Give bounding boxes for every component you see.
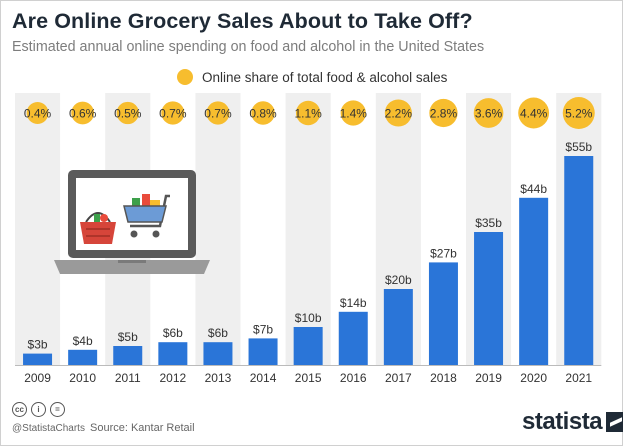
license-icons: cc i = [12, 402, 65, 417]
bar-value-label: $20b [385, 273, 412, 287]
bar-value-label: $10b [295, 311, 322, 325]
share-bubbles: 0.4% 0.6% 0.5% 0.7% 0.7% 0.8% 1.1% 1.4% 2.2% 2.8%… [24, 97, 595, 129]
share-label: 1.1% [294, 107, 322, 121]
share-label: 1.4% [340, 107, 368, 121]
share-label: 0.5% [114, 107, 142, 121]
statista-logo: statista [522, 408, 623, 436]
bar [113, 346, 143, 365]
x-axis-labels: 2009 2010 2011 2012 2013 2014 2015 2016 2017 2018… [15, 365, 602, 385]
bar-value-label: $6b [208, 326, 228, 340]
share-bubble [429, 98, 458, 128]
x-axis-label: 2019 [475, 371, 502, 385]
x-axis-label: 2016 [340, 371, 367, 385]
x-axis-label: 2009 [24, 371, 51, 385]
x-axis-label: 2021 [565, 371, 592, 385]
basket-icon [80, 212, 116, 244]
laptop-notch [118, 260, 146, 263]
share-bubble [473, 98, 504, 128]
x-axis-label: 2013 [205, 371, 232, 385]
chart-title: Are Online Grocery Sales About to Take O… [12, 9, 473, 33]
x-axis-label: 2010 [69, 371, 96, 385]
share-bubble [71, 101, 95, 125]
bar-value-label: $44b [520, 182, 547, 196]
share-bubble [206, 101, 230, 125]
x-axis-label: 2011 [115, 371, 141, 385]
share-label: 2.2% [385, 107, 413, 121]
share-bubble [562, 97, 595, 129]
share-label: 0.6% [69, 107, 97, 121]
share-bubble [26, 102, 49, 124]
bar-value-label: $35b [475, 216, 502, 230]
share-bubble [161, 101, 185, 125]
nd-icon: = [50, 402, 65, 417]
share-bubble [295, 100, 321, 126]
column-stripe [15, 93, 61, 366]
legend-label: Online share of total food & alcohol sal… [202, 69, 448, 85]
laptop-base [54, 260, 210, 274]
bar-value-label: $27b [430, 246, 457, 260]
logo-mark-icon [606, 412, 623, 432]
laptop-illustration [54, 170, 210, 274]
bar-value-label: $7b [253, 322, 273, 336]
bar [519, 197, 549, 365]
bar-value-label: $5b [118, 330, 138, 344]
share-label: 4.4% [520, 107, 548, 121]
bar [383, 289, 413, 365]
share-label: 0.8% [249, 107, 277, 121]
value-labels: $3b $4b $5b $6b $6b $7b $10b $14b $20b $27b $35b $4… [28, 140, 593, 352]
bar-value-label: $3b [28, 338, 48, 352]
share-label: 0.7% [159, 107, 187, 121]
chart-subtitle: Estimated annual online spending on food… [12, 39, 485, 55]
bar [248, 338, 278, 365]
share-bubble [518, 97, 550, 129]
share-label: 2.8% [430, 107, 458, 121]
legend-bubble-icon [177, 69, 193, 85]
share-bubble [340, 100, 366, 126]
shopping-cart-icon [123, 194, 170, 238]
share-label: 5.2% [565, 107, 593, 121]
x-axis-label: 2017 [385, 371, 412, 385]
bar [68, 349, 98, 365]
cc-icon: cc [12, 402, 27, 417]
legend: Online share of total food & alcohol sal… [177, 66, 447, 88]
column-stripe [285, 93, 331, 366]
bar [428, 262, 458, 365]
bar [293, 327, 323, 365]
x-axis-label: 2014 [250, 371, 277, 385]
share-bubble [384, 99, 412, 127]
bars [23, 156, 594, 365]
share-bubble [251, 101, 275, 125]
x-axis-label: 2020 [520, 371, 547, 385]
bar [203, 342, 233, 365]
bar [474, 232, 504, 365]
bar-value-label: $55b [565, 140, 592, 154]
bar [23, 353, 53, 365]
bar-value-label: $6b [163, 326, 183, 340]
x-axis-label: 2015 [295, 371, 322, 385]
x-axis-label: 2012 [159, 371, 186, 385]
bar [338, 311, 368, 365]
share-label: 0.4% [24, 107, 52, 121]
bar [158, 342, 188, 365]
logo-text: statista [522, 408, 603, 435]
share-bubble [116, 101, 139, 125]
bar [564, 156, 594, 365]
share-label: 3.6% [475, 107, 503, 121]
x-axis-label: 2018 [430, 371, 457, 385]
bar-value-label: $4b [73, 334, 93, 348]
by-icon: i [31, 402, 46, 417]
bar-value-label: $14b [340, 296, 367, 310]
column-stripe [195, 93, 241, 366]
social-handle: @StatistaCharts [12, 423, 85, 434]
source-note: Source: Kantar Retail [90, 422, 195, 434]
share-label: 0.7% [204, 107, 232, 121]
